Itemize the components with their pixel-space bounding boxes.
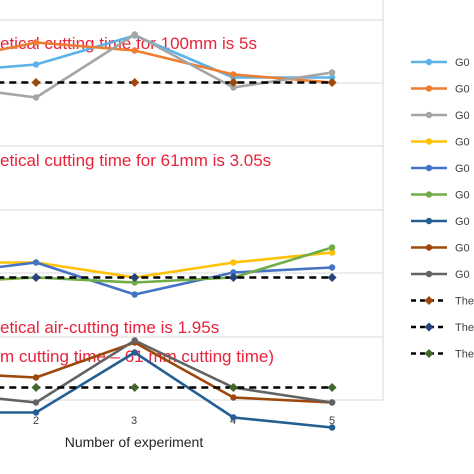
x-tick-label: 2: [33, 415, 39, 427]
legend-label: The: [455, 322, 474, 334]
legend-item: G0: [411, 84, 470, 96]
x-tick-label: 4: [230, 415, 236, 427]
x-axis-title: Number of experiment: [65, 434, 204, 450]
data-point: [32, 399, 40, 406]
legend-label: G0: [455, 243, 470, 255]
series-12: [0, 383, 337, 392]
data-point: [32, 259, 40, 266]
legend-marker: [425, 138, 433, 145]
legend-label: G0: [455, 269, 470, 281]
series-5: [0, 259, 336, 298]
annotation-air-cutting: etical air-cutting time is 1.95s: [0, 318, 219, 337]
x-tick-labels: 2 3 4 5: [33, 415, 335, 427]
data-point: [328, 249, 336, 256]
legend-label: G0: [455, 190, 470, 202]
data-point: [31, 383, 41, 392]
data-point: [131, 47, 138, 54]
legend-label: G0: [455, 216, 470, 228]
data-point: [230, 84, 237, 91]
data-point: [32, 409, 40, 416]
data-point: [32, 61, 40, 68]
annotation-61mm: etical cutting time for 61mm is 3.05s: [0, 151, 271, 170]
data-point: [230, 394, 237, 401]
legend-item: G0: [411, 57, 470, 69]
series-11: [0, 273, 337, 282]
data-point: [32, 39, 40, 46]
data-point: [328, 399, 336, 406]
legend-item: G0: [411, 216, 470, 228]
legend-item: G0: [411, 269, 470, 281]
legend-marker: [425, 164, 433, 172]
series-10: [0, 78, 337, 87]
data-point: [328, 69, 336, 76]
data-point: [327, 273, 337, 282]
data-point: [328, 424, 336, 431]
data-point: [228, 383, 238, 392]
legend-label: The: [455, 349, 474, 361]
legend-marker: [425, 217, 433, 225]
legend-marker: [425, 191, 433, 198]
x-tick-label: 5: [329, 415, 335, 427]
legend: G0 G0 G0 G0 G0 G0 G0 G0 G0 The The The: [411, 57, 474, 361]
data-point: [32, 94, 40, 101]
legend-item: The: [411, 349, 474, 361]
data-point: [130, 383, 140, 392]
series-layer: [0, 31, 337, 431]
legend-marker: [425, 58, 433, 66]
data-point: [328, 264, 336, 271]
legend-marker: [424, 296, 434, 305]
data-point: [131, 279, 138, 286]
data-point: [228, 78, 238, 87]
data-point: [131, 337, 138, 344]
series-7: [0, 349, 336, 431]
legend-item: G0: [411, 243, 470, 255]
legend-marker: [425, 111, 433, 119]
x-tick-label: 3: [131, 415, 137, 427]
data-point: [131, 31, 138, 38]
legend-label: G0: [455, 84, 470, 96]
legend-marker: [424, 349, 434, 358]
data-point: [328, 244, 336, 251]
legend-label: G0: [455, 57, 470, 69]
data-point: [327, 383, 337, 392]
data-point: [230, 269, 237, 276]
data-point: [230, 259, 237, 266]
data-point: [31, 273, 41, 282]
data-point: [230, 71, 237, 78]
legend-marker: [425, 85, 433, 92]
data-point: [327, 78, 337, 87]
legend-label: G0: [455, 110, 470, 122]
legend-label: The: [455, 296, 474, 308]
legend-item: The: [411, 296, 474, 308]
legend-label: G0: [455, 137, 470, 149]
legend-label: G0: [455, 163, 470, 175]
data-point: [328, 74, 336, 81]
data-point: [130, 78, 140, 87]
annotation-100mm: etical cutting time for 100mm is 5s: [0, 34, 257, 53]
data-point: [131, 291, 138, 298]
legend-item: G0: [411, 190, 470, 202]
legend-marker: [424, 322, 434, 332]
annotations: etical cutting time for 100mm is 5s etic…: [0, 34, 274, 366]
data-point: [31, 78, 41, 87]
data-point: [32, 374, 40, 381]
legend-item: G0: [411, 110, 470, 122]
data-point: [130, 273, 140, 282]
legend-item: The: [411, 322, 474, 334]
data-point: [131, 349, 138, 356]
legend-item: G0: [411, 163, 470, 175]
data-point: [228, 273, 238, 282]
data-point: [230, 414, 237, 421]
legend-marker: [425, 270, 433, 278]
legend-marker: [425, 244, 433, 251]
legend-item: G0: [411, 137, 470, 149]
annotation-formula: m cutting time – 61 mm cutting time): [0, 347, 274, 366]
